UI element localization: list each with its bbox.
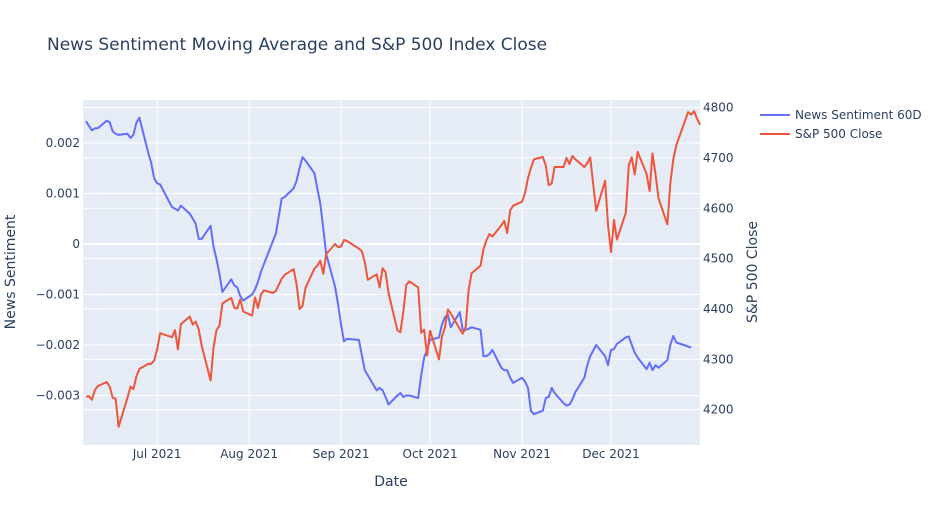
legend-label: S&P 500 Close (795, 127, 882, 141)
y-right-tick-label: 4500 (703, 252, 734, 266)
y-left-tick-label: 0.002 (46, 136, 80, 150)
y-right-axis-title: S&P 500 Close (745, 221, 761, 323)
y-left-tick-label: −0.001 (36, 287, 80, 301)
y-left-tick-label: 0 (72, 237, 80, 251)
y-right-tick-label: 4800 (703, 101, 734, 115)
y-left-tick-label: −0.003 (36, 388, 80, 402)
x-tick-label: Aug 2021 (220, 447, 278, 461)
x-tick-label: Nov 2021 (493, 447, 551, 461)
y-left-tick-label: −0.002 (36, 338, 80, 352)
series-layer (85, 110, 701, 428)
y-left-tick-label: 0.001 (46, 186, 80, 200)
x-tick-label: Oct 2021 (403, 447, 458, 461)
chart-title: News Sentiment Moving Average and S&P 50… (47, 35, 547, 55)
y-right-tick-label: 4700 (703, 151, 734, 165)
x-tick-label: Jul 2021 (132, 447, 182, 461)
x-tick-label: Sep 2021 (313, 447, 370, 461)
x-axis-title: Date (374, 474, 407, 490)
y-left-axis-title: News Sentiment (3, 214, 19, 329)
legend-label: News Sentiment 60D (795, 108, 922, 122)
y-right-tick-label: 4200 (703, 403, 734, 417)
x-tick-label: Dec 2021 (582, 447, 640, 461)
y-right-tick-label: 4600 (703, 201, 734, 215)
y-right-tick-label: 4400 (703, 302, 734, 316)
sentiment-line (85, 116, 692, 416)
y-right-tick-label: 4300 (703, 352, 734, 366)
legend[interactable]: News Sentiment 60D S&P 500 Close (760, 108, 922, 141)
sp500-line (85, 110, 701, 428)
plot-area (83, 100, 700, 445)
ticks-layer: Jul 2021 Aug 2021 Sep 2021 Oct 2021 Nov 2021… (36, 101, 734, 461)
